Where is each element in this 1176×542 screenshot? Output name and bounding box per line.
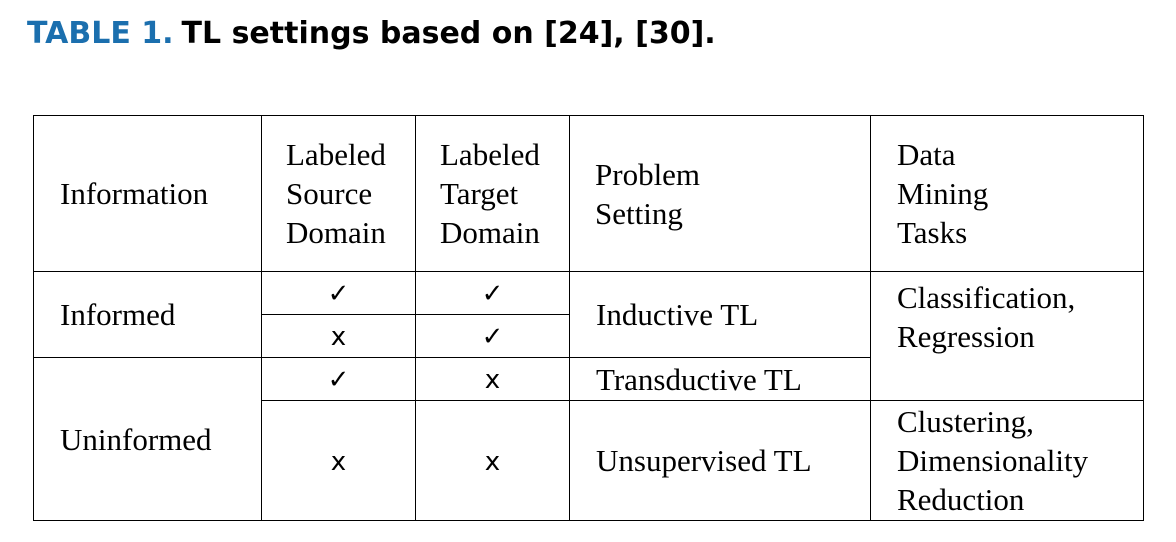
tl-settings-table: Information Labeled Source Domain Labele…: [33, 115, 1144, 521]
header-labeled-source-domain: Labeled Source Domain: [261, 115, 416, 272]
header-labeled-target-domain: Labeled Target Domain: [415, 115, 570, 272]
cell-target-mark: x: [415, 400, 570, 521]
cell-target-mark: x: [415, 357, 570, 401]
header-problem-setting: Problem Setting: [569, 115, 871, 272]
check-mark-icon: ✓: [481, 322, 504, 352]
cell-target-mark: ✓: [415, 271, 570, 315]
cross-mark-icon: x: [330, 446, 347, 477]
cell-source-mark: x: [261, 400, 416, 521]
cell-source-mark: x: [261, 314, 416, 358]
cell-transductive-tl: Transductive TL: [569, 357, 871, 401]
table-number: TABLE 1.: [27, 16, 174, 51]
cell-classification-regression: Classification, Regression: [870, 271, 1144, 401]
cell-informed: Informed: [33, 271, 262, 358]
check-mark-icon: ✓: [327, 279, 350, 309]
header-data-mining-tasks: Data Mining Tasks: [870, 115, 1144, 272]
cross-mark-icon: x: [484, 446, 501, 477]
cell-clustering-dimensionality-reduction: Clustering, Dimensionality Reduction: [870, 400, 1144, 521]
table-caption: TABLE 1. TL settings based on [24], [30].: [27, 14, 716, 54]
cell-source-mark: ✓: [261, 271, 416, 315]
cross-mark-icon: x: [484, 365, 501, 395]
table-row: x x Unsupervised TL Clustering, Dimensio…: [34, 400, 1144, 521]
header-information: Information: [33, 115, 262, 272]
check-mark-icon: ✓: [481, 279, 504, 309]
table-title: TL settings based on [24], [30].: [181, 16, 716, 51]
cell-uninformed: Uninformed: [33, 357, 262, 521]
cross-mark-icon: x: [330, 322, 347, 352]
header-row: Information Labeled Source Domain Labele…: [33, 115, 1144, 272]
cell-source-mark: ✓: [261, 357, 416, 401]
table-row: x ✓: [34, 314, 1144, 358]
check-mark-icon: ✓: [327, 365, 350, 395]
cell-unsupervised-tl: Unsupervised TL: [569, 400, 871, 521]
table-row: Informed ✓ ✓ Inductive TL Classification…: [33, 271, 1144, 401]
cell-target-mark: ✓: [415, 314, 570, 358]
cell-inductive-tl: Inductive TL: [569, 271, 871, 358]
